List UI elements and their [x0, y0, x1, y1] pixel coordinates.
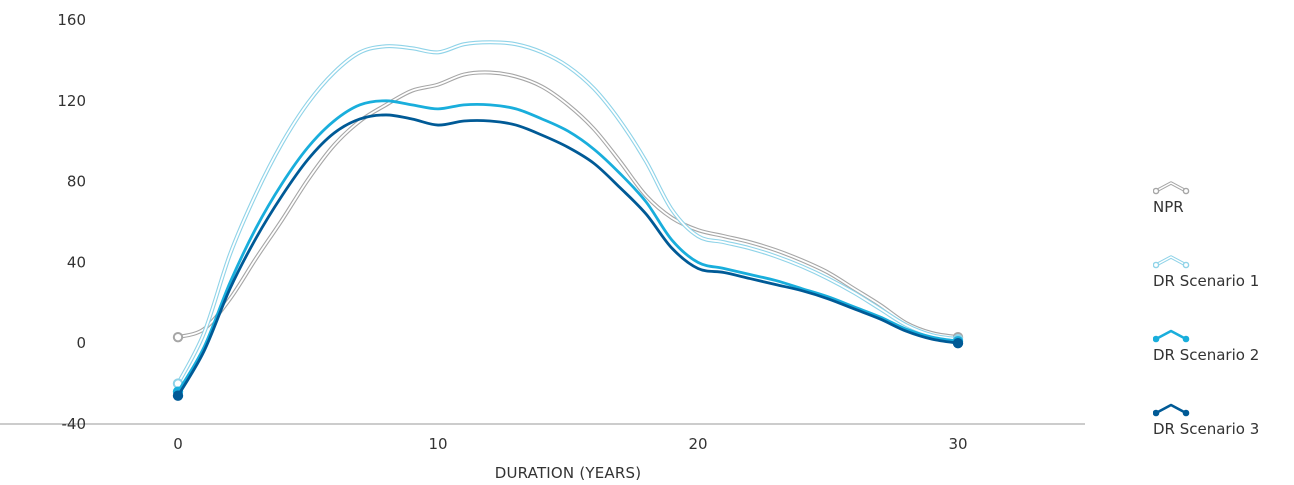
series-npr	[172, 70, 964, 343]
legend-label: DR Scenario 1	[1153, 272, 1260, 290]
axis-layer: -40 0 40 80 120 160 0 10 20 30	[0, 11, 1085, 453]
y-tick-label: -40	[62, 415, 87, 433]
series-dr-scenario-3	[172, 113, 964, 401]
series-endpoint-marker	[952, 338, 964, 349]
series-dr-scenario-1	[172, 40, 964, 389]
series-layer	[172, 40, 964, 401]
series-line-dr-scenario-2	[176, 99, 959, 393]
x-tick-label: 30	[948, 435, 967, 453]
series-line-npr	[177, 70, 959, 340]
series-dr-scenario-2	[172, 99, 964, 397]
legend-label: NPR	[1153, 198, 1184, 216]
legend-line-icon	[1153, 255, 1190, 269]
legend-label: DR Scenario 2	[1153, 346, 1260, 364]
legend-label: DR Scenario 3	[1153, 420, 1260, 438]
y-tick-label: 80	[67, 173, 86, 191]
series-line-dr-scenario-3	[176, 113, 959, 397]
series-endpoint-marker	[172, 390, 184, 401]
y-tick-label: 0	[76, 334, 86, 352]
series-line-dr-scenario-1	[176, 40, 959, 385]
y-tick-label: 160	[57, 11, 86, 29]
legend-line-icon	[1153, 181, 1190, 195]
legend-item-npr: NPR	[1153, 178, 1293, 252]
legend-item-dr-scenario-1: DR Scenario 1	[1153, 252, 1293, 326]
y-tick-label: 40	[67, 253, 86, 271]
x-tick-label: 10	[428, 435, 447, 453]
x-axis-label: DURATION (YEARS)	[495, 464, 642, 482]
series-endpoint-marker	[172, 331, 184, 343]
y-tick-label: 120	[57, 92, 86, 110]
legend-item-dr-scenario-2: DR Scenario 2	[1153, 326, 1293, 400]
x-tick-label: 0	[173, 435, 183, 453]
x-tick-label: 20	[688, 435, 707, 453]
legend-line-icon	[1153, 329, 1190, 343]
legend-line-icon	[1153, 403, 1190, 417]
series-line-inner-npr	[177, 71, 959, 339]
legend-item-dr-scenario-3: DR Scenario 3	[1153, 400, 1293, 474]
series-line-inner-dr-scenario-1	[177, 41, 959, 385]
legend: NPR DR Scenario 1 DR Scenario 2 DR Scenario…	[1153, 178, 1293, 474]
